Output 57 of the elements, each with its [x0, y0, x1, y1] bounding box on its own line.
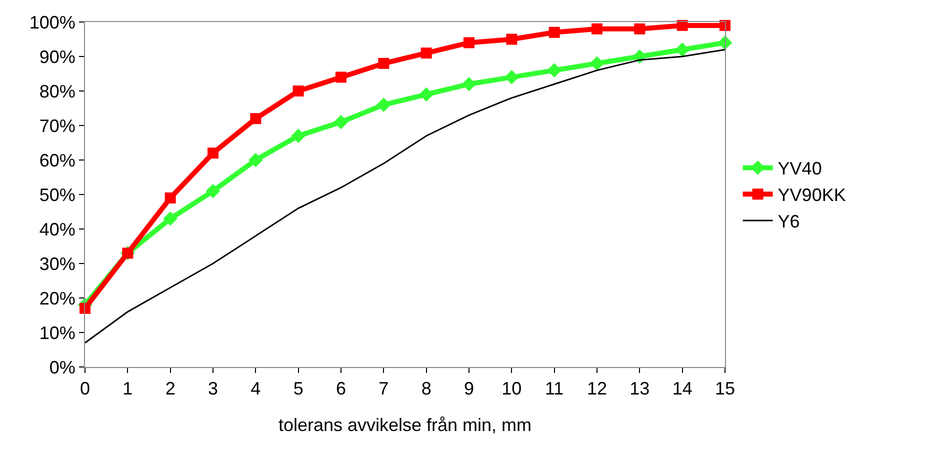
point: [547, 63, 562, 78]
y-tick-label: 0%: [49, 357, 76, 378]
x-tick-label: 14: [672, 378, 692, 399]
x-tick-label: 11: [544, 378, 564, 399]
point: [419, 87, 434, 102]
y-tick-label: 20%: [39, 288, 76, 308]
point: [376, 98, 391, 112]
point: [506, 34, 518, 45]
x-tick-label: 2: [165, 378, 176, 399]
y-tick-label: 100%: [29, 12, 76, 32]
y-tick-label: 40%: [39, 219, 76, 240]
legend-label: Y6: [778, 212, 800, 232]
point: [462, 76, 476, 92]
y-tick-label: 60%: [39, 150, 76, 170]
x-tick-label: 4: [250, 378, 261, 399]
point: [164, 192, 176, 204]
point: [208, 148, 218, 159]
x-tick-label: 5: [293, 378, 304, 399]
point: [590, 56, 604, 71]
y-tick-label: 50%: [39, 184, 76, 205]
y-tick-label: 30%: [39, 254, 76, 274]
point: [420, 48, 432, 59]
point: [206, 184, 220, 198]
x-tick-label: 8: [421, 378, 432, 399]
x-tick-label: 1: [122, 378, 133, 399]
point: [504, 70, 519, 84]
point: [248, 152, 263, 168]
x-tick-label: 0: [80, 378, 90, 399]
y-tick-label: 10%: [39, 322, 76, 343]
point: [291, 128, 306, 143]
point: [378, 58, 390, 69]
point: [80, 302, 90, 314]
legend-label: YV40: [778, 158, 822, 179]
point: [548, 26, 560, 38]
x-tick-label: 15: [714, 378, 736, 399]
point: [592, 23, 602, 34]
x-axis-title: tolerans avvikelse från min, mm: [278, 415, 532, 435]
point: [676, 20, 688, 31]
x-tick-label: 10: [502, 378, 522, 399]
y-tick-label: 80%: [39, 81, 76, 102]
point: [675, 42, 690, 57]
point: [334, 114, 348, 130]
point: [292, 86, 304, 96]
legend-label: YV90KK: [778, 185, 846, 206]
x-tick-label: 7: [378, 378, 389, 399]
y-tick-label: 90%: [39, 46, 76, 67]
y-tick-label: 70%: [39, 116, 76, 136]
x-tick-label: 3: [208, 378, 218, 399]
x-tick-label: 13: [630, 378, 650, 399]
x-tick-label: 6: [336, 378, 346, 399]
point: [336, 72, 346, 83]
point: [163, 212, 178, 226]
point: [464, 37, 474, 48]
point: [250, 113, 262, 124]
x-tick-label: 9: [464, 378, 474, 399]
point: [634, 23, 646, 34]
x-tick-label: 12: [586, 378, 608, 399]
